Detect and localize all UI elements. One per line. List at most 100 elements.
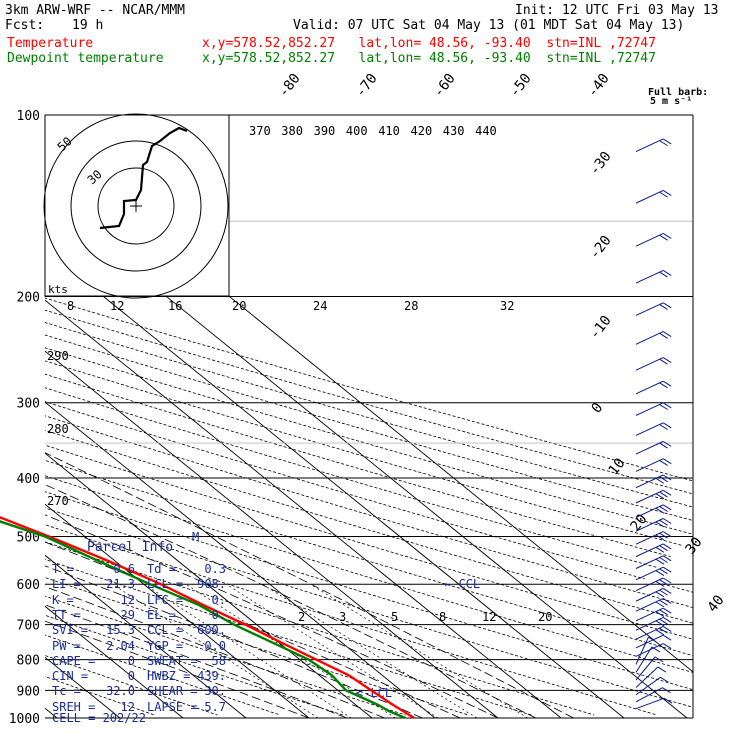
wind-barb <box>635 489 672 504</box>
wind-barb-flag <box>659 568 668 575</box>
wind-barb <box>635 269 672 284</box>
dry-adiabat <box>45 115 693 716</box>
theta-label: 390 <box>314 124 336 138</box>
wind-barb-flag <box>659 332 668 339</box>
wind-barb-flag <box>659 557 668 563</box>
parcel-v1-2: 12 <box>120 592 135 607</box>
mixing-ratio-label: 12 <box>482 610 496 624</box>
wind-barb-flag <box>659 424 668 430</box>
wind-barb-flag <box>655 546 665 553</box>
parcel-v1-9: 12 <box>120 699 135 714</box>
hodograph-axis-label: 16 <box>168 299 182 313</box>
wind-barb-flag <box>657 666 667 673</box>
wind-barb-flag <box>655 591 665 598</box>
parcel-v2-0: 0.3 <box>204 562 226 576</box>
wind-barb <box>635 458 672 472</box>
theta-label: 400 <box>346 124 368 138</box>
wind-barb-flag <box>659 532 668 539</box>
wind-barb-flag <box>662 687 671 694</box>
wind-barb-staff <box>635 656 656 681</box>
mixing-ratio-label-upper: 28 <box>404 299 418 313</box>
wind-barb-flag <box>662 269 672 276</box>
wind-barb <box>635 656 664 681</box>
wind-barb-flag <box>659 627 668 634</box>
wind-barb <box>635 543 672 558</box>
wind-barb-flag <box>659 589 668 596</box>
wind-barb <box>635 687 671 703</box>
wind-barb <box>635 577 672 592</box>
wind-barb <box>635 440 672 455</box>
wind-barb-staff <box>635 422 664 436</box>
wind-barb <box>635 598 672 612</box>
wind-barb <box>635 634 672 649</box>
hodograph-axis-label: 12 <box>110 299 124 313</box>
wind-barb <box>635 189 672 204</box>
isotherm-line <box>45 115 499 718</box>
parcel-v1-0: 0.6 <box>113 562 135 576</box>
wind-barb-staff <box>635 687 663 703</box>
wind-barb-flag <box>662 598 672 604</box>
pressure-label: 200 <box>17 291 40 306</box>
isotherm-line <box>45 115 310 718</box>
parcel-v1-4: 15.3 <box>106 623 135 638</box>
parcel-k2-5: YGP = <box>147 638 184 653</box>
wind-barb-flag <box>662 617 672 623</box>
dry-adiabat-label: 270 <box>47 494 69 508</box>
parcel-k2-7: HWBZ = <box>147 669 191 684</box>
mixing-ratio-label-upper: 24 <box>313 299 327 313</box>
pressure-label: 900 <box>17 684 40 699</box>
wind-barb-staff <box>635 474 664 489</box>
isotherm-label: -10 <box>587 313 615 343</box>
wind-barb-flag <box>659 271 668 278</box>
theta-label: 380 <box>281 124 303 138</box>
pressure-label: 300 <box>17 397 40 412</box>
parcel-k2-9: LAPSE = <box>147 699 198 714</box>
dry-adiabat-label: 280 <box>47 422 69 436</box>
wind-barb-flag <box>659 234 668 241</box>
wind-barb-staff <box>635 617 664 631</box>
wind-barb-flag <box>655 580 665 587</box>
m-annotation: M <box>192 530 199 544</box>
parcel-k1-4: SVI = <box>52 623 89 638</box>
init-time: Init: 12 UTC Fri 03 May 13 <box>515 3 719 18</box>
dry-adiabat <box>45 115 595 716</box>
wind-barb-staff <box>635 543 664 558</box>
wind-barb-flag <box>655 477 665 484</box>
wind-barb-staff <box>635 458 664 472</box>
isotherm-label: 30 <box>683 534 706 557</box>
pressure-label: 1000 <box>9 712 40 727</box>
dry-adiabat <box>45 115 693 716</box>
wind-barb-staff <box>635 666 659 688</box>
wind-barb-staff <box>635 331 664 345</box>
wind-barb-staff <box>635 598 664 612</box>
wind-barb-flag <box>662 138 672 145</box>
dry-adiabat <box>45 115 693 716</box>
hodograph-ring <box>97 167 175 245</box>
wind-barb-flag <box>659 618 668 625</box>
mixing-ratio-label: 3 <box>339 610 346 624</box>
temperature-legend: Temperature <box>7 36 94 51</box>
barb-key-title: Full barb: <box>648 87 708 98</box>
temperature-station-info: x,y=578.52,852.27 lat,lon= 48.56, -93.40… <box>202 36 656 51</box>
barb-key-unit: 5 m s⁻¹ <box>650 96 692 107</box>
wind-barb <box>635 626 672 640</box>
dry-adiabat <box>45 115 693 716</box>
parcel-k1-2: K = <box>52 592 74 607</box>
moist-adiabat <box>45 220 574 718</box>
valid-time: Valid: 07 UTC Sat 04 May 13 (01 MDT Sat … <box>293 18 685 33</box>
wind-barb <box>635 422 672 436</box>
wind-barb-flag <box>655 611 665 617</box>
parcel-v2-6: 58 <box>211 653 226 668</box>
parcel-info-title: Parcel Info <box>87 540 174 555</box>
hodograph-ring <box>43 113 229 299</box>
hodograph-unit-label: kts <box>48 283 68 296</box>
wind-barb-staff <box>635 607 664 622</box>
mixing-ratio-label: 8 <box>439 610 446 624</box>
wind-barb-flag <box>662 634 672 641</box>
wind-barb <box>635 402 672 416</box>
dewpoint-station-info: x,y=578.52,852.27 lat,lon= 48.56, -93.40… <box>202 51 656 66</box>
parcel-v1-5: 2.04 <box>106 638 135 653</box>
parcel-v2-5: 0.0 <box>204 638 226 653</box>
wind-barb-flag <box>651 646 661 653</box>
